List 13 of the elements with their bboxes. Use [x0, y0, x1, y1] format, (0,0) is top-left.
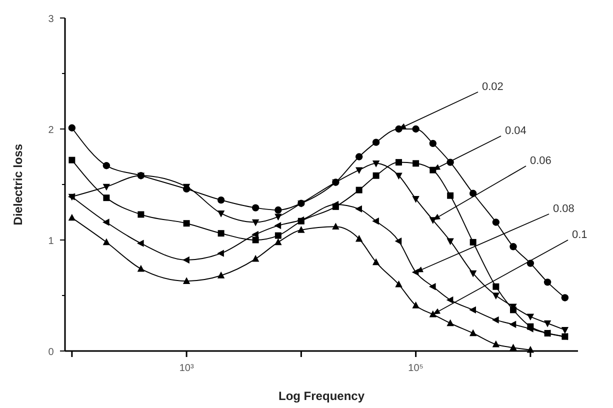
text: 0.06 — [530, 155, 552, 167]
y-tick-label: 3 — [48, 14, 54, 25]
text: 0.04 — [505, 125, 526, 137]
y-tick-label: 0 — [48, 347, 54, 358]
x-tick-label: 10⁵ — [408, 363, 424, 374]
y-tick-label: 2 — [48, 125, 54, 136]
x-axis-title: Log Frequency — [278, 389, 365, 403]
y-tick-label: 1 — [48, 236, 54, 247]
text: 0.1 — [572, 229, 588, 241]
text: 0.02 — [482, 81, 504, 93]
x-tick-label: 10³ — [179, 363, 194, 374]
y-axis-title: Dielectric loss — [11, 143, 25, 226]
text: 0.08 — [553, 203, 574, 215]
